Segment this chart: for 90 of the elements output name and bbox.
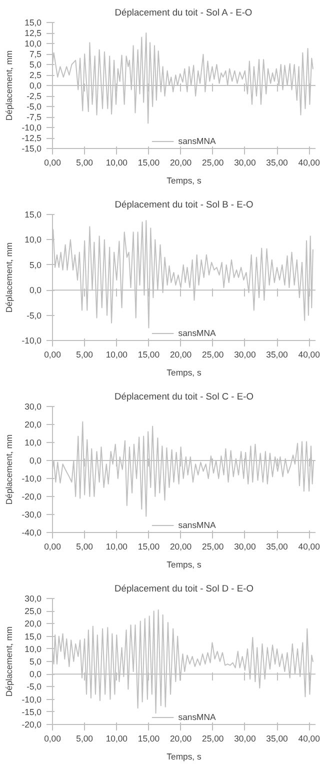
x-tick-label: 5,00 bbox=[76, 734, 94, 744]
x-tick-label: 10,00 bbox=[106, 542, 128, 552]
y-tick-label: -10,0 bbox=[22, 694, 42, 704]
x-tick-label: 35,00 bbox=[266, 734, 288, 744]
x-tick-label: 15,00 bbox=[138, 158, 160, 168]
y-tick-label: 15,0 bbox=[24, 18, 42, 28]
y-tick-label: 30,0 bbox=[24, 402, 42, 412]
legend-label: sansMNA bbox=[178, 328, 216, 338]
x-tick-label: 5,00 bbox=[76, 542, 94, 552]
x-tick-label: 0,00 bbox=[44, 734, 62, 744]
y-tick-label: -5,0 bbox=[26, 682, 42, 692]
y-tick-label: 15,0 bbox=[24, 210, 42, 220]
x-tick-label: 35,00 bbox=[266, 542, 288, 552]
y-tick-label: 10,0 bbox=[24, 644, 42, 654]
y-tick-label: -12,5 bbox=[22, 133, 42, 143]
x-tick-label: 10,00 bbox=[106, 350, 128, 360]
y-tick-label: -30,0 bbox=[22, 510, 42, 520]
y-tick-label: 0,0 bbox=[29, 669, 42, 680]
chart-title: Déplacement du toit - Sol C - E-O bbox=[114, 392, 254, 402]
legend-label: sansMNA bbox=[178, 136, 216, 146]
x-tick-label: 40,00 bbox=[298, 350, 320, 360]
y-tick-label: -2,5 bbox=[26, 91, 42, 101]
x-tick-label: 5,00 bbox=[76, 158, 94, 168]
x-tick-label: 20,00 bbox=[170, 158, 192, 168]
x-tick-label: 30,00 bbox=[234, 542, 256, 552]
x-tick-label: 15,00 bbox=[138, 542, 160, 552]
y-tick-label: 30,0 bbox=[24, 594, 42, 604]
x-axis-title: Temps, s bbox=[166, 560, 202, 570]
x-tick-label: 0,00 bbox=[44, 350, 62, 360]
x-tick-label: 10,00 bbox=[106, 734, 128, 744]
y-tick-label: -20,0 bbox=[22, 492, 42, 502]
y-tick-label: -7,5 bbox=[26, 112, 42, 122]
y-tick-label: 5,0 bbox=[29, 60, 42, 70]
x-tick-label: 10,00 bbox=[106, 158, 128, 168]
x-tick-label: 25,00 bbox=[202, 542, 224, 552]
x-tick-label: 30,00 bbox=[234, 734, 256, 744]
y-tick-label: 0,0 bbox=[29, 456, 42, 466]
y-tick-label: 20,0 bbox=[24, 618, 42, 629]
chart-title: Déplacement du toit - Sol A - E-O bbox=[114, 8, 252, 18]
x-tick-label: 25,00 bbox=[202, 734, 224, 744]
x-tick-label: 40,00 bbox=[298, 158, 320, 168]
y-tick-label: -40,0 bbox=[22, 528, 42, 538]
y-tick-label: 7,5 bbox=[29, 49, 42, 59]
x-tick-label: 40,00 bbox=[298, 734, 320, 744]
x-tick-label: 20,00 bbox=[170, 734, 192, 744]
legend-label: sansMNA bbox=[178, 712, 216, 722]
x-tick-label: 15,00 bbox=[138, 734, 160, 744]
y-tick-label: -10,0 bbox=[22, 122, 42, 132]
y-tick-label: -15,0 bbox=[22, 144, 42, 154]
y-tick-label: 2,5 bbox=[29, 70, 42, 80]
y-tick-label: -5,0 bbox=[26, 310, 42, 320]
x-tick-label: 0,00 bbox=[44, 158, 62, 168]
y-tick-label: -5,0 bbox=[26, 102, 42, 112]
y-tick-label: -20,0 bbox=[22, 720, 42, 730]
y-tick-label: 5,0 bbox=[29, 260, 42, 270]
y-tick-label: 20,0 bbox=[24, 420, 42, 430]
x-tick-label: 5,00 bbox=[76, 350, 94, 360]
y-tick-label: 10,0 bbox=[24, 38, 42, 48]
legend-label: sansMNA bbox=[178, 520, 216, 530]
chart-title: Déplacement du toit - Sol B - E-O bbox=[114, 200, 254, 210]
y-tick-label: 10,0 bbox=[24, 234, 42, 245]
x-axis-title: Temps, s bbox=[166, 752, 202, 762]
y-tick-label: -15,0 bbox=[22, 706, 42, 717]
x-tick-label: 0,00 bbox=[44, 542, 62, 552]
y-axis-title: Déplacement, mm bbox=[4, 626, 14, 697]
x-tick-label: 35,00 bbox=[266, 350, 288, 360]
x-tick-label: 30,00 bbox=[234, 158, 256, 168]
x-tick-label: 25,00 bbox=[202, 350, 224, 360]
x-tick-label: 40,00 bbox=[298, 542, 320, 552]
y-tick-label: 5,0 bbox=[29, 656, 42, 666]
y-tick-label: 0,0 bbox=[29, 80, 42, 90]
x-tick-label: 20,00 bbox=[170, 350, 192, 360]
y-tick-label: 25,0 bbox=[24, 606, 42, 616]
y-axis-title: Déplacement, mm bbox=[4, 242, 14, 313]
x-axis-title: Temps, s bbox=[166, 368, 202, 378]
y-tick-label: -10,0 bbox=[22, 336, 42, 346]
chart-title: Déplacement du toit - Sol D - E-O bbox=[114, 584, 254, 594]
x-tick-label: 35,00 bbox=[266, 158, 288, 168]
x-axis-title: Temps, s bbox=[166, 176, 202, 186]
x-tick-label: 15,00 bbox=[138, 350, 160, 360]
y-tick-label: -10,0 bbox=[22, 474, 42, 484]
x-tick-label: 30,00 bbox=[234, 350, 256, 360]
y-tick-label: 12,5 bbox=[24, 28, 42, 38]
y-tick-label: 0,0 bbox=[29, 285, 42, 296]
x-tick-label: 20,00 bbox=[170, 542, 192, 552]
y-axis-title: Déplacement, mm bbox=[4, 50, 14, 121]
y-axis-title: Déplacement, mm bbox=[4, 434, 14, 505]
y-tick-label: 10,0 bbox=[24, 438, 42, 448]
y-tick-label: 15,0 bbox=[24, 631, 42, 642]
x-tick-label: 25,00 bbox=[202, 158, 224, 168]
